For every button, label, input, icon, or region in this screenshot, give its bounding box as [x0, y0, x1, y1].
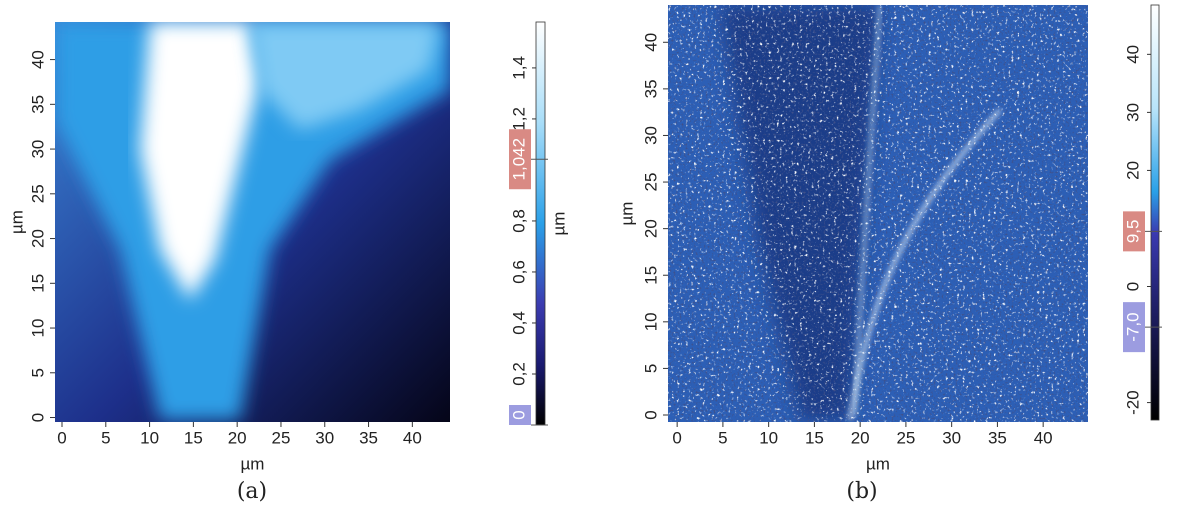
y-tick-label: 15	[28, 274, 47, 293]
y-tick-label: 20	[641, 219, 660, 238]
y-tick-label: 5	[641, 364, 660, 373]
figure: 0 5 10 15 20 25 30 35 40 0 5 10 15 20 25 30 35 40 µm µm (a) 0…	[0, 0, 1185, 512]
caption: (b)	[846, 479, 877, 504]
x-tick-label: 10	[759, 428, 778, 447]
x-axis-label: µm	[866, 454, 890, 473]
colorbar-tick-label: 0,2	[509, 362, 528, 386]
x-tick-label: 35	[359, 428, 378, 447]
x-tick-label: 40	[403, 428, 422, 447]
y-tick-label: 40	[641, 33, 660, 52]
y-tick-label: 25	[641, 173, 660, 192]
y-tick-label: 0	[641, 410, 660, 419]
y-axis-label: µm	[617, 202, 636, 226]
y-tick-label: 35	[641, 79, 660, 98]
x-tick-label: 15	[184, 428, 203, 447]
colorbar-tick-label: 1,2	[509, 107, 528, 131]
colorbar-tick-label: 20	[1123, 161, 1142, 180]
colorbar-tick-label: 1,4	[509, 56, 528, 80]
colorbar-tick-label: 0	[1123, 282, 1142, 291]
x-tick-label: 0	[672, 428, 681, 447]
x-tick-label: 30	[315, 428, 334, 447]
x-tick-label: 20	[228, 428, 247, 447]
colorbar-marker-label: 0	[509, 410, 528, 419]
y-tick-label: 10	[641, 312, 660, 331]
colorbar-marker-label: 1,042	[509, 138, 528, 181]
y-tick-label: 25	[28, 184, 47, 203]
colorbar	[1151, 5, 1159, 420]
x-tick-label: 15	[805, 428, 824, 447]
x-axis-label: µm	[241, 454, 265, 473]
x-tick-label: 5	[101, 428, 110, 447]
afm-phase-image	[668, 5, 1088, 422]
colorbar-tick-label: 0,4	[509, 311, 528, 335]
afm-height-image	[55, 22, 450, 422]
colorbar	[536, 22, 545, 425]
colorbar-tick-label: 40	[1123, 45, 1142, 64]
y-tick-label: 30	[641, 126, 660, 145]
x-tick-label: 25	[896, 428, 915, 447]
x-tick-label: 0	[57, 428, 66, 447]
x-tick-label: 40	[1034, 428, 1053, 447]
x-tick-label: 35	[988, 428, 1007, 447]
x-tick-label: 10	[140, 428, 159, 447]
x-tick-label: 5	[718, 428, 727, 447]
y-tick-label: 20	[28, 229, 47, 248]
colorbar-tick-label: -20	[1123, 390, 1142, 415]
x-tick-label: 25	[272, 428, 291, 447]
y-tick-label: 15	[641, 266, 660, 285]
y-axis-label: µm	[7, 210, 26, 234]
y-tick-label: 0	[28, 413, 47, 422]
caption: (a)	[237, 479, 267, 504]
y-tick-label: 35	[28, 95, 47, 114]
colorbar-tick-label: 30	[1123, 103, 1142, 122]
colorbar-tick-label: 0,6	[509, 260, 528, 284]
colorbar-marker-label: -7,0	[1123, 312, 1142, 341]
x-tick-label: 30	[942, 428, 961, 447]
colorbar-label: µm	[549, 212, 568, 236]
y-tick-label: 40	[28, 50, 47, 69]
colorbar-tick-label: 0,8	[509, 209, 528, 233]
y-tick-label: 5	[28, 368, 47, 377]
y-tick-label: 10	[28, 319, 47, 338]
colorbar-marker-label: 9,5	[1123, 220, 1142, 244]
y-tick-label: 30	[28, 140, 47, 159]
x-tick-label: 20	[851, 428, 870, 447]
